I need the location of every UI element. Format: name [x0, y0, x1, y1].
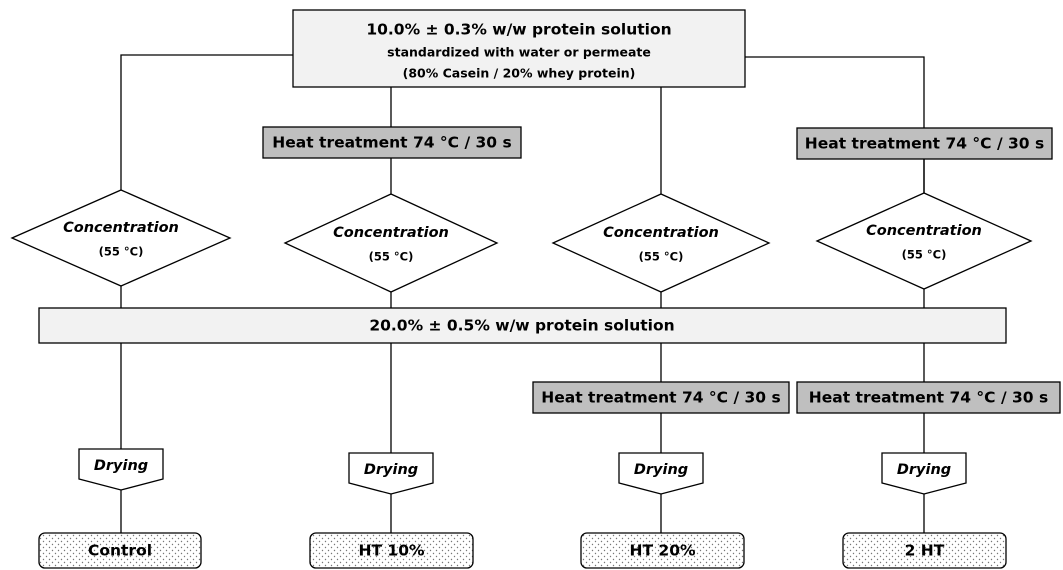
output-label: Control	[88, 542, 152, 560]
drying-label: Drying	[94, 458, 148, 474]
top-line: standardized with water or permeate	[387, 45, 651, 60]
drying-shape	[348, 452, 434, 495]
output-label: 2 HT	[905, 542, 945, 560]
concentration-label: Concentration	[333, 225, 449, 241]
heat-treatment-box	[532, 381, 790, 414]
output-box	[38, 532, 202, 569]
middle-box	[38, 307, 1007, 344]
heat-treatment-box	[796, 381, 1061, 414]
drying-label: Drying	[364, 462, 418, 478]
temperature-label: (55 °C)	[99, 245, 144, 259]
temperature-label: (55 °C)	[902, 248, 947, 262]
concentration-diamond	[283, 193, 499, 293]
output-box	[842, 532, 1007, 569]
concentration-label: Concentration	[603, 225, 719, 241]
heat-treatment-label: Heat treatment 74 °C / 30 s	[805, 135, 1044, 153]
drying-shape	[618, 452, 704, 495]
heat-treatment-label: Heat treatment 74 °C / 30 s	[541, 389, 780, 407]
drying-label: Drying	[897, 462, 951, 478]
heat-treatment-box	[796, 127, 1053, 160]
top-line: (80% Casein / 20% whey protein)	[403, 66, 636, 81]
concentration-diamond	[551, 193, 771, 293]
concentration-diamond	[10, 189, 232, 287]
heat-treatment-label: Heat treatment 74 °C / 30 s	[272, 134, 511, 152]
output-label: HT 20%	[629, 542, 696, 560]
output-box	[580, 532, 745, 569]
drying-label: Drying	[634, 462, 688, 478]
concentration-label: Concentration	[866, 223, 982, 239]
drying-shape	[881, 452, 967, 495]
temperature-label: (55 °C)	[639, 250, 684, 264]
drying-shape	[78, 448, 164, 491]
temperature-label: (55 °C)	[369, 250, 414, 264]
output-label: HT 10%	[358, 542, 425, 560]
top-title: 10.0% ± 0.3% w/w protein solution	[366, 21, 671, 39]
concentration-diamond	[815, 192, 1033, 290]
middle-label: 20.0% ± 0.5% w/w protein solution	[369, 317, 674, 335]
heat-treatment-label: Heat treatment 74 °C / 30 s	[809, 389, 1048, 407]
concentration-label: Concentration	[63, 220, 179, 236]
output-box	[309, 532, 474, 569]
top-box	[292, 9, 746, 88]
heat-treatment-box	[262, 126, 522, 159]
connectors	[120, 54, 925, 533]
